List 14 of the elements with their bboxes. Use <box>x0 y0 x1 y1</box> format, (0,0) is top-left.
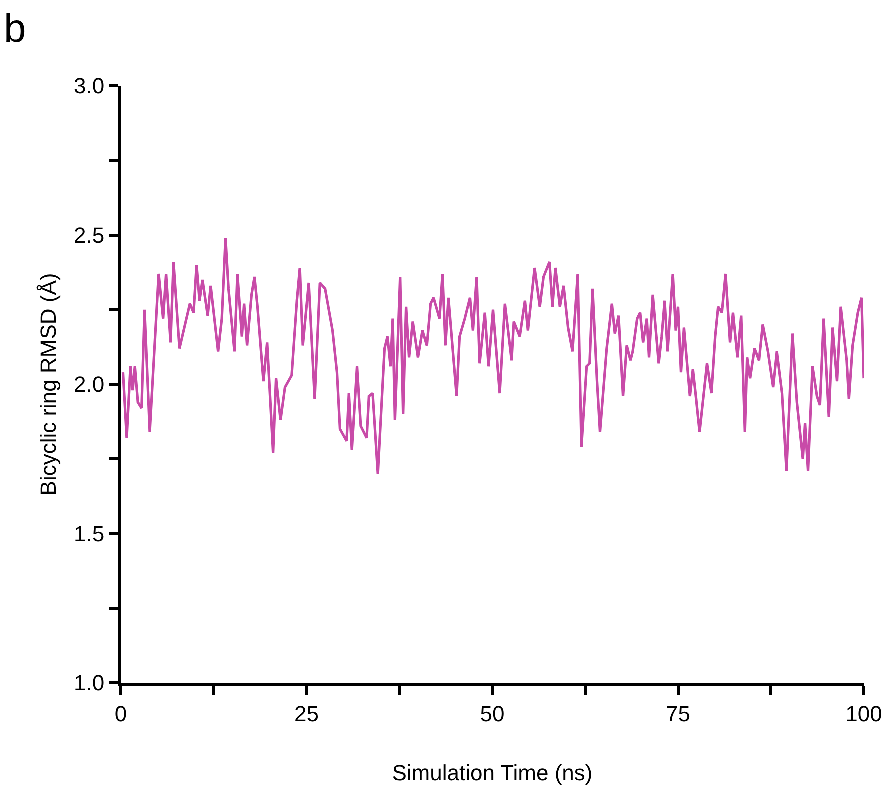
x-tick-label: 0 <box>114 701 128 726</box>
y-tick-label: 3.0 <box>74 74 105 99</box>
line-series <box>122 236 864 476</box>
x-tick-label: 100 <box>846 701 882 726</box>
y-tick-label: 2.5 <box>74 222 105 248</box>
text: b <box>4 7 26 51</box>
x-tick-label: 50 <box>480 701 505 726</box>
x-axis-title: Simulation Time (ns) <box>392 760 593 786</box>
y-tick-label: 1.5 <box>74 521 105 546</box>
x-tick-label: 75 <box>666 701 690 726</box>
y-tick-label: 1.0 <box>74 670 105 696</box>
x-tick-label: 25 <box>294 701 319 726</box>
y-axis-title: Bicyclic ring RMSD (Å) <box>36 273 61 496</box>
y-tick-label: 2.0 <box>74 372 105 398</box>
